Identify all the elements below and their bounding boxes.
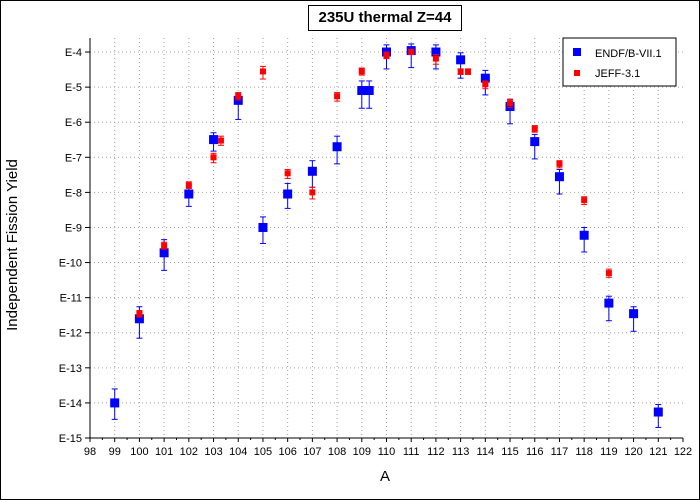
legend-marker-endf (573, 48, 581, 56)
x-tick-label: 107 (303, 446, 321, 458)
y-tick-label: E-12 (59, 328, 82, 340)
data-series (110, 43, 663, 428)
jeff-point (507, 100, 514, 107)
y-tick-label: E-7 (65, 152, 82, 164)
endf-point (283, 189, 293, 199)
x-tick-label: 112 (427, 446, 445, 458)
jeff-point (161, 242, 168, 249)
jeff-point (235, 93, 242, 100)
jeff-point (259, 68, 266, 75)
x-tick-label: 109 (353, 446, 371, 458)
y-tick-label: E-8 (65, 187, 82, 199)
x-tick-label: 122 (674, 446, 692, 458)
jeff-point (482, 81, 489, 88)
jeff-point (605, 270, 612, 277)
x-tick-label: 114 (477, 446, 495, 458)
jeff-point (358, 68, 365, 75)
x-tick-label: 102 (180, 446, 198, 458)
legend-marker-jeff (574, 70, 580, 76)
x-tick-label: 120 (624, 446, 642, 458)
x-tick-label: 117 (551, 446, 569, 458)
endf-point (554, 172, 564, 182)
jeff-point (309, 189, 316, 196)
x-tick-label: 103 (204, 446, 222, 458)
x-tick-label: 121 (649, 446, 667, 458)
jeff-point (556, 160, 563, 167)
legend-label-endf: ENDF/B-VII.1 (595, 48, 662, 60)
jeff-point (136, 310, 143, 317)
x-tick-label: 115 (501, 446, 519, 458)
x-tick-label: 113 (452, 446, 470, 458)
y-tick-label: E-14 (59, 398, 82, 410)
x-tick-label: 110 (378, 446, 396, 458)
x-tick-label: 100 (130, 446, 148, 458)
y-tick-label: E-6 (65, 117, 82, 129)
x-tick-label: 98 (84, 446, 96, 458)
endf-point (579, 230, 589, 240)
endf-point (530, 137, 540, 147)
y-tick-label: E-10 (59, 258, 82, 270)
endf-point (431, 47, 441, 57)
x-tick-label: 106 (278, 446, 296, 458)
y-tick-label: E-11 (60, 293, 82, 305)
endf-point (653, 407, 663, 417)
y-tick-label: E-4 (65, 47, 82, 59)
endf-point (184, 189, 194, 199)
chart-title: 235U thermal Z=44 (308, 5, 462, 31)
jeff-point (284, 170, 291, 177)
x-tick-label: 104 (229, 446, 247, 458)
y-tick-label: E-15 (59, 433, 82, 445)
x-tick-label: 108 (328, 446, 346, 458)
endf-point (110, 398, 120, 408)
x-tick-label: 118 (575, 446, 593, 458)
jeff-point (581, 197, 588, 204)
y-tick-label: E-5 (65, 82, 82, 94)
endf-point (159, 248, 169, 258)
jeff-point (210, 154, 217, 161)
endf-point (364, 86, 374, 96)
endf-point (604, 298, 614, 308)
endf-point (629, 309, 639, 319)
x-axis-label: A (380, 468, 390, 485)
endf-point (357, 86, 367, 96)
endf-point (209, 135, 219, 145)
endf-point (480, 73, 490, 83)
y-tick-label: E-9 (65, 222, 82, 234)
x-tick-label: 101 (155, 446, 173, 458)
legend: ENDF/B-VII.1 JEFF-3.1 (562, 37, 677, 87)
grid (90, 38, 683, 439)
jeff-point (457, 68, 464, 75)
x-axis-ticks: 98 99 100 101 102 103 104 105 106 107 108 109 110 111… (84, 438, 692, 458)
x-tick-label: 119 (600, 446, 618, 458)
legend-label-jeff: JEFF-3.1 (595, 68, 640, 80)
endf-point (456, 55, 466, 65)
y-tick-label: E-13 (59, 363, 82, 375)
jeff-point (217, 137, 224, 144)
endf-point (258, 222, 268, 232)
x-tick-label: 111 (403, 446, 420, 458)
x-tick-label: 99 (109, 446, 121, 458)
jeff-point (465, 68, 472, 75)
y-axis-ticks: E-15 E-14 E-13 E-12 E-11 E-10 E-9 E-8 E-7 E-6 E-5 E… (59, 47, 90, 445)
x-tick-label: 116 (526, 446, 544, 458)
x-tick-label: 105 (254, 446, 272, 458)
jeff-point (185, 182, 192, 189)
legend-box (562, 37, 677, 87)
endf-point (307, 166, 317, 176)
jeff-point (531, 125, 538, 132)
jeff-point (408, 49, 415, 56)
jeff-point (383, 52, 390, 59)
jeff-point (432, 55, 439, 62)
y-axis-label: Independent Fission Yield (4, 159, 21, 331)
jeff-point (334, 93, 341, 100)
endf-point (134, 314, 144, 324)
endf-point (332, 142, 342, 152)
